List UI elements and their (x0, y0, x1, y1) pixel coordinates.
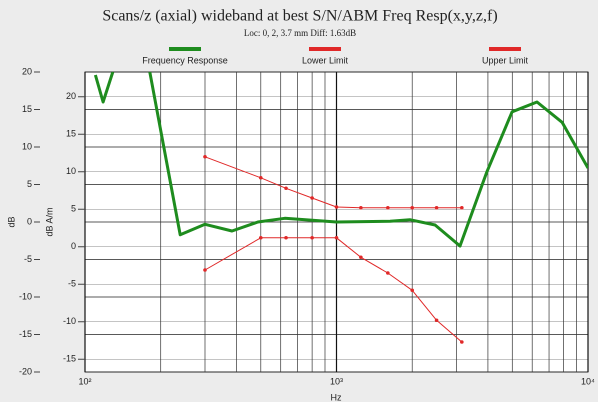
series-marker (203, 268, 207, 272)
x-tick-label: 10⁴ (581, 376, 595, 386)
y2-tick-label: 0 (71, 241, 76, 251)
chart-title: Scans/z (axial) wideband at best S/N/ABM… (102, 8, 497, 25)
series-marker (460, 205, 464, 210)
plot-series (93, 72, 588, 344)
series-marker (284, 186, 288, 191)
y2-tick-label: 10 (66, 166, 76, 176)
y2-tick-label: -5 (68, 279, 76, 289)
series-marker (258, 175, 263, 180)
series-marker (434, 205, 439, 210)
series-marker (410, 205, 415, 210)
y-tick-label: -20 (19, 366, 32, 376)
y-tick-label: 20 (22, 66, 32, 76)
series-marker (434, 318, 439, 323)
legend-label: Lower Limit (302, 55, 349, 65)
series-marker (284, 235, 288, 240)
x-tick-label: 10³ (330, 376, 343, 386)
series-marker (386, 205, 390, 210)
x-tick-label: 10² (78, 376, 91, 386)
series-marker (386, 271, 390, 275)
series-marker (334, 205, 339, 209)
series-marker (359, 255, 363, 260)
y2-tick-label: -15 (63, 354, 76, 364)
y-tick-label: 15 (22, 104, 32, 114)
y-tick-label: -10 (19, 291, 32, 301)
series-marker (334, 235, 339, 240)
series-marker (410, 288, 415, 293)
y-tick-label: 10 (22, 141, 32, 151)
y-axis-label: dB (6, 216, 16, 227)
chart-subtitle: Loc: 0, 2, 3.7 mm Diff: 1.63dB (244, 28, 356, 38)
series-marker (310, 235, 314, 240)
series-marker (203, 154, 207, 159)
series-line (204, 156, 462, 209)
y-tick-label: 5 (27, 179, 32, 189)
series-marker (310, 196, 314, 200)
y-tick-label: 0 (27, 216, 32, 226)
y2-tick-label: 20 (66, 91, 76, 101)
series-line (204, 237, 463, 343)
x-axis-label: Hz (331, 392, 342, 402)
legend-label: Frequency Response (142, 55, 228, 65)
y2-tick-label: 15 (66, 129, 76, 139)
series-line (93, 72, 588, 248)
series-marker (359, 205, 363, 210)
y-tick-label: -5 (24, 254, 32, 264)
y2-axis-label: dB A/m (44, 207, 54, 236)
legend-label: Upper Limit (482, 55, 529, 65)
y-tick-label: -15 (19, 329, 32, 339)
y2-tick-label: 5 (71, 204, 76, 214)
series-marker (460, 340, 464, 344)
y2-tick-label: -10 (63, 316, 76, 326)
series-marker (258, 235, 263, 240)
